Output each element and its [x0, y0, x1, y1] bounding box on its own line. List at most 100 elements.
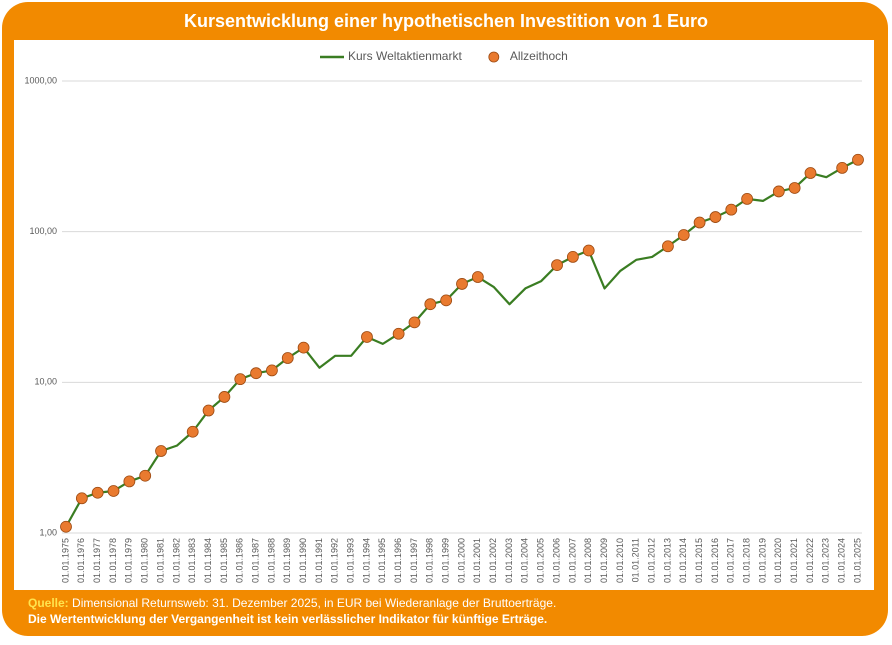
x-tick-label: 01.01.1997 — [409, 538, 419, 583]
x-tick-label: 01.01.1994 — [361, 538, 371, 583]
ath-marker — [836, 161, 849, 174]
x-tick-label: 01.01.2020 — [773, 538, 783, 583]
legend-label: Allzeithoch — [510, 49, 568, 63]
ath-marker — [218, 391, 231, 403]
ath-marker — [123, 475, 136, 488]
ath-marker — [250, 367, 262, 380]
ath-marker — [60, 520, 72, 533]
chart-title: Kursentwicklung einer hypothetischen Inv… — [184, 11, 708, 31]
ath-marker — [551, 259, 563, 271]
panel — [14, 40, 874, 590]
x-tick-label: 01.01.1988 — [266, 538, 276, 583]
ath-marker — [772, 185, 785, 198]
y-tick-label: 1000,00 — [24, 75, 57, 85]
ath-marker — [582, 244, 595, 257]
x-tick-label: 01.01.1999 — [441, 538, 451, 583]
ath-marker — [424, 298, 437, 311]
ath-marker — [852, 153, 864, 166]
source-text: Dimensional Returnsweb: 31. Dezember 202… — [72, 596, 556, 610]
ath-marker — [75, 492, 88, 505]
x-tick-label: 01.01.1975 — [60, 538, 70, 583]
ath-marker — [392, 327, 405, 340]
ath-marker — [234, 373, 247, 386]
ath-marker — [456, 278, 468, 290]
ath-marker — [107, 485, 120, 497]
ath-marker — [139, 469, 152, 482]
x-tick-label: 01.01.1979 — [124, 538, 134, 583]
x-tick-label: 01.01.2022 — [805, 538, 815, 583]
legend-label: Kurs Weltaktienmarkt — [348, 49, 462, 63]
x-tick-label: 01.01.2004 — [520, 538, 530, 583]
x-tick-label: 01.01.1980 — [140, 538, 150, 583]
x-tick-label: 01.01.2002 — [488, 538, 498, 583]
x-tick-label: 01.01.2001 — [472, 538, 482, 583]
x-tick-label: 01.01.1998 — [425, 538, 435, 583]
ath-marker — [725, 203, 738, 216]
ath-marker — [804, 167, 817, 179]
ath-marker — [788, 182, 801, 194]
x-tick-label: 01.01.2014 — [678, 538, 688, 583]
x-tick-label: 01.01.2016 — [710, 538, 720, 583]
x-tick-label: 01.01.1990 — [298, 538, 308, 583]
x-tick-label: 01.01.2023 — [821, 538, 831, 583]
x-tick-label: 01.01.2019 — [757, 538, 767, 583]
ath-marker — [408, 316, 421, 329]
ath-marker — [662, 240, 674, 253]
x-tick-label: 01.01.1985 — [219, 538, 229, 583]
ath-marker — [266, 364, 278, 377]
x-tick-label: 01.01.2008 — [583, 538, 593, 583]
x-tick-label: 01.01.2007 — [567, 538, 577, 583]
ath-marker — [709, 211, 722, 223]
ath-marker — [155, 445, 167, 457]
ath-marker — [202, 404, 215, 417]
ath-marker — [741, 192, 754, 205]
x-tick-label: 01.01.2000 — [456, 538, 466, 583]
ath-marker — [91, 486, 104, 499]
x-tick-label: 01.01.2011 — [631, 538, 641, 582]
x-tick-label: 01.01.1995 — [377, 538, 387, 583]
x-tick-label: 01.01.1993 — [345, 538, 355, 583]
x-tick-label: 01.01.1981 — [155, 538, 165, 583]
x-tick-label: 01.01.2021 — [789, 538, 799, 583]
ath-marker — [361, 331, 373, 343]
ath-marker — [440, 294, 453, 307]
x-tick-label: 01.01.2009 — [599, 538, 609, 583]
footer-source: Quelle: Dimensional Returnsweb: 31. Deze… — [28, 596, 556, 610]
ath-marker — [693, 216, 706, 229]
x-tick-label: 01.01.2013 — [662, 538, 672, 583]
ath-marker — [297, 341, 310, 354]
x-tick-label: 01.01.2018 — [741, 538, 751, 583]
x-tick-label: 01.01.1982 — [171, 538, 181, 583]
ath-marker — [471, 271, 484, 283]
y-tick-label: 1,00 — [39, 527, 57, 537]
x-tick-label: 01.01.2006 — [551, 538, 561, 583]
footer-disclaimer: Die Wertentwicklung der Vergangenheit is… — [28, 612, 547, 626]
x-tick-label: 01.01.1986 — [235, 538, 245, 583]
x-tick-label: 01.01.2003 — [504, 538, 514, 583]
x-tick-label: 01.01.2024 — [837, 538, 847, 583]
ath-marker — [186, 425, 199, 438]
x-tick-label: 01.01.1991 — [314, 538, 324, 583]
ath-marker — [281, 352, 294, 364]
legend-marker — [488, 51, 500, 63]
source-label: Quelle: — [28, 596, 69, 610]
x-tick-label: 01.01.1976 — [76, 538, 86, 583]
x-tick-label: 01.01.1983 — [187, 538, 197, 583]
x-tick-label: 01.01.2017 — [726, 538, 736, 583]
x-tick-label: 01.01.1977 — [92, 538, 102, 583]
x-tick-label: 01.01.1996 — [393, 538, 403, 583]
x-tick-label: 01.01.2025 — [852, 538, 862, 583]
x-tick-label: 01.01.2012 — [646, 538, 656, 583]
ath-marker — [677, 229, 690, 241]
x-tick-label: 01.01.1987 — [250, 538, 260, 583]
x-tick-label: 01.01.2005 — [536, 538, 546, 583]
x-tick-label: 01.01.1978 — [108, 538, 118, 583]
y-tick-label: 10,00 — [34, 377, 57, 387]
x-tick-label: 01.01.2010 — [615, 538, 625, 583]
ath-marker — [566, 251, 579, 263]
x-tick-label: 01.01.2015 — [694, 538, 704, 583]
y-tick-label: 100,00 — [29, 226, 57, 236]
x-tick-label: 01.01.1989 — [282, 538, 292, 583]
